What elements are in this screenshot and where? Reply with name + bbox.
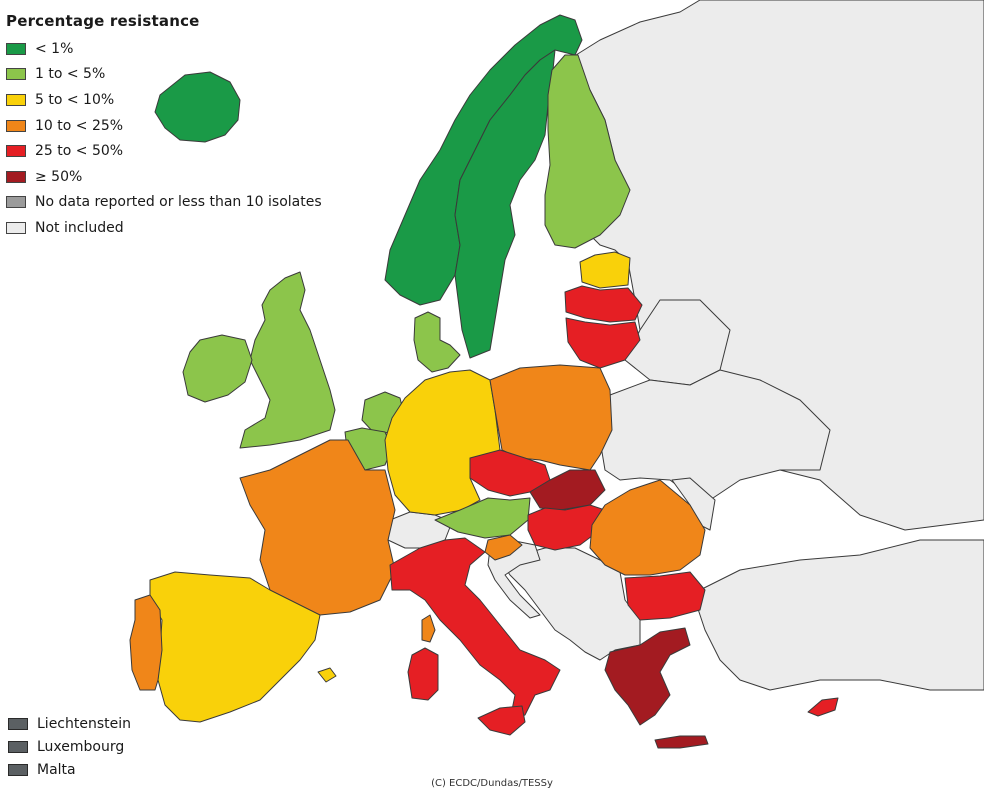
country-corsica[interactable] bbox=[421, 614, 436, 643]
country-greece[interactable] bbox=[604, 627, 691, 726]
country-finland[interactable] bbox=[544, 54, 631, 249]
legend-label: 10 to < 25% bbox=[35, 117, 124, 134]
legend-swatch bbox=[6, 221, 26, 234]
legend-label: 5 to < 10% bbox=[35, 91, 115, 108]
small-state-label: Malta bbox=[37, 761, 76, 778]
legend-swatch bbox=[6, 93, 26, 106]
country-latvia[interactable] bbox=[564, 285, 643, 323]
small-state-label: Liechtenstein bbox=[37, 715, 132, 732]
country-iceland[interactable] bbox=[154, 71, 241, 143]
map-legend: Percentage resistance < 1% 1 to < 5% 5 t… bbox=[6, 12, 322, 241]
legend-swatch bbox=[6, 42, 26, 55]
country-denmark[interactable] bbox=[413, 311, 461, 373]
country-crete[interactable] bbox=[654, 735, 709, 749]
legend-swatch bbox=[6, 119, 26, 132]
legend-item-ge50: ≥ 50% bbox=[6, 164, 322, 190]
country-portugal[interactable] bbox=[129, 594, 163, 691]
country-bulgaria[interactable] bbox=[624, 571, 706, 621]
legend-label: 25 to < 50% bbox=[35, 143, 124, 160]
country-austria[interactable] bbox=[434, 497, 531, 539]
country-turkey[interactable] bbox=[694, 539, 984, 691]
legend-label: < 1% bbox=[35, 40, 74, 57]
map-credit: (C) ECDC/Dundas/TESSy bbox=[431, 778, 553, 789]
small-states-legend: Liechtenstein Luxembourg Malta bbox=[8, 712, 131, 781]
legend-swatch bbox=[6, 196, 26, 209]
country-sardinia[interactable] bbox=[407, 647, 439, 701]
small-state-swatch bbox=[8, 717, 28, 730]
country-estonia[interactable] bbox=[579, 251, 631, 289]
small-state-liechtenstein: Liechtenstein bbox=[8, 712, 131, 735]
legend-item-25to50: 25 to < 50% bbox=[6, 138, 322, 164]
legend-swatch bbox=[6, 170, 26, 183]
legend-item-nodata: No data reported or less than 10 isolate… bbox=[6, 190, 322, 216]
country-sweden[interactable] bbox=[454, 49, 556, 359]
legend-item-5to10: 5 to < 10% bbox=[6, 87, 322, 113]
country-uk[interactable] bbox=[239, 271, 336, 449]
legend-label: Not included bbox=[35, 219, 124, 236]
legend-swatch bbox=[6, 68, 26, 81]
country-italy[interactable] bbox=[389, 537, 561, 721]
small-state-swatch bbox=[8, 763, 28, 776]
country-sicily[interactable] bbox=[477, 705, 526, 736]
legend-swatch bbox=[6, 145, 26, 158]
legend-label: ≥ 50% bbox=[35, 168, 83, 185]
country-france[interactable] bbox=[239, 439, 396, 616]
country-germany[interactable] bbox=[384, 369, 501, 516]
country-romania[interactable] bbox=[589, 479, 706, 576]
legend-label: No data reported or less than 10 isolate… bbox=[35, 194, 322, 211]
country-balearics[interactable] bbox=[317, 667, 337, 683]
legend-title: Percentage resistance bbox=[6, 12, 200, 30]
country-cyprus[interactable] bbox=[807, 697, 839, 717]
small-state-swatch bbox=[8, 740, 28, 753]
country-ireland[interactable] bbox=[182, 334, 253, 403]
legend-item-10to25: 10 to < 25% bbox=[6, 113, 322, 139]
legend-item-1to5: 1 to < 5% bbox=[6, 62, 322, 88]
legend-item-notincluded: Not included bbox=[6, 215, 322, 241]
country-lithuania[interactable] bbox=[565, 317, 641, 369]
legend-label: 1 to < 5% bbox=[35, 66, 106, 83]
legend-item-lt1: < 1% bbox=[6, 36, 322, 62]
small-state-malta: Malta bbox=[8, 758, 131, 781]
small-state-label: Luxembourg bbox=[37, 738, 125, 755]
small-state-luxembourg: Luxembourg bbox=[8, 735, 131, 758]
country-ukraine[interactable] bbox=[599, 369, 831, 501]
